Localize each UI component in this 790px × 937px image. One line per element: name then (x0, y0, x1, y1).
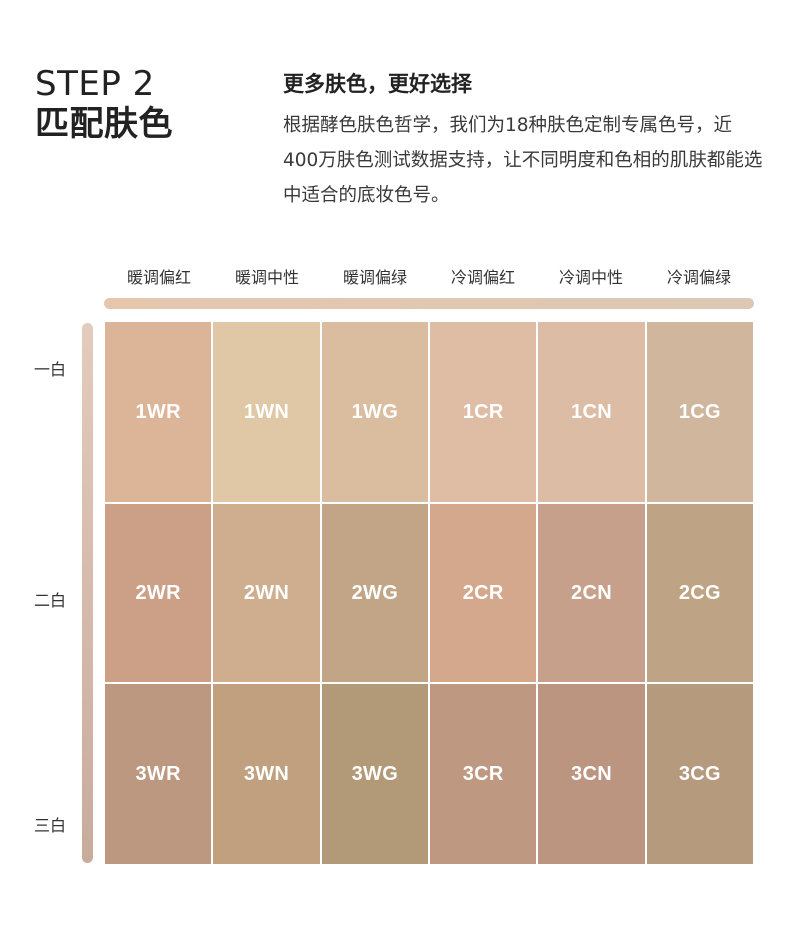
shade-swatch: 2WG (321, 504, 428, 682)
column-header: 暖调中性 (234, 268, 299, 287)
section-description: 根据酵色肤色哲学，我们为18种肤色定制专属色号，近400万肤色测试数据支持，让不… (283, 115, 763, 206)
shade-swatch: 2CG (646, 504, 753, 682)
shade-swatch: 1WR (105, 322, 212, 502)
step-title: STEP 2 匹配肤色 (35, 64, 173, 144)
shade-swatch: 1CG (646, 322, 753, 502)
column-headers: 暖调偏红 暖调中性 暖调偏绿 冷调偏红 冷调中性 冷调偏绿 (105, 264, 753, 288)
shade-swatch: 1WG (321, 322, 428, 502)
shade-grid: 1WR 1WN 1WG 1CR 1CN 1CG 2WR 2WN 2WG 2CR 2CN 2CG 3WR 3… (105, 322, 753, 864)
shade-swatch: 1CR (430, 322, 537, 502)
step-number: STEP 2 (35, 64, 155, 104)
row-label: 一白 (34, 360, 67, 379)
shade-swatch: 2CR (430, 504, 537, 682)
shade-swatch: 3CR (430, 684, 537, 864)
section-subtitle: 更多肤色，更好选择 (283, 72, 472, 96)
shade-swatch: 3WR (105, 684, 212, 864)
shade-swatch: 2WR (105, 504, 212, 682)
row-label: 二白 (34, 591, 67, 610)
undertone-axis-bar (104, 298, 754, 309)
step-name: 匹配肤色 (35, 104, 173, 144)
column-header: 暖调偏红 (126, 268, 191, 287)
column-header: 冷调中性 (558, 268, 623, 287)
shade-swatch: 3CN (538, 684, 645, 864)
shade-swatch: 2CN (538, 504, 645, 682)
shade-swatch: 3WN (213, 684, 320, 864)
column-header: 暖调偏绿 (342, 268, 407, 287)
shade-swatch: 3CG (646, 684, 753, 864)
column-header: 冷调偏红 (450, 268, 515, 287)
shade-swatch: 1WN (213, 322, 320, 502)
shade-swatch: 2WN (213, 504, 320, 682)
row-label: 三白 (34, 816, 67, 835)
column-header: 冷调偏绿 (666, 268, 731, 287)
shade-swatch: 1CN (538, 322, 645, 502)
shade-swatch: 3WG (321, 684, 428, 864)
depth-axis-bar (82, 323, 93, 863)
